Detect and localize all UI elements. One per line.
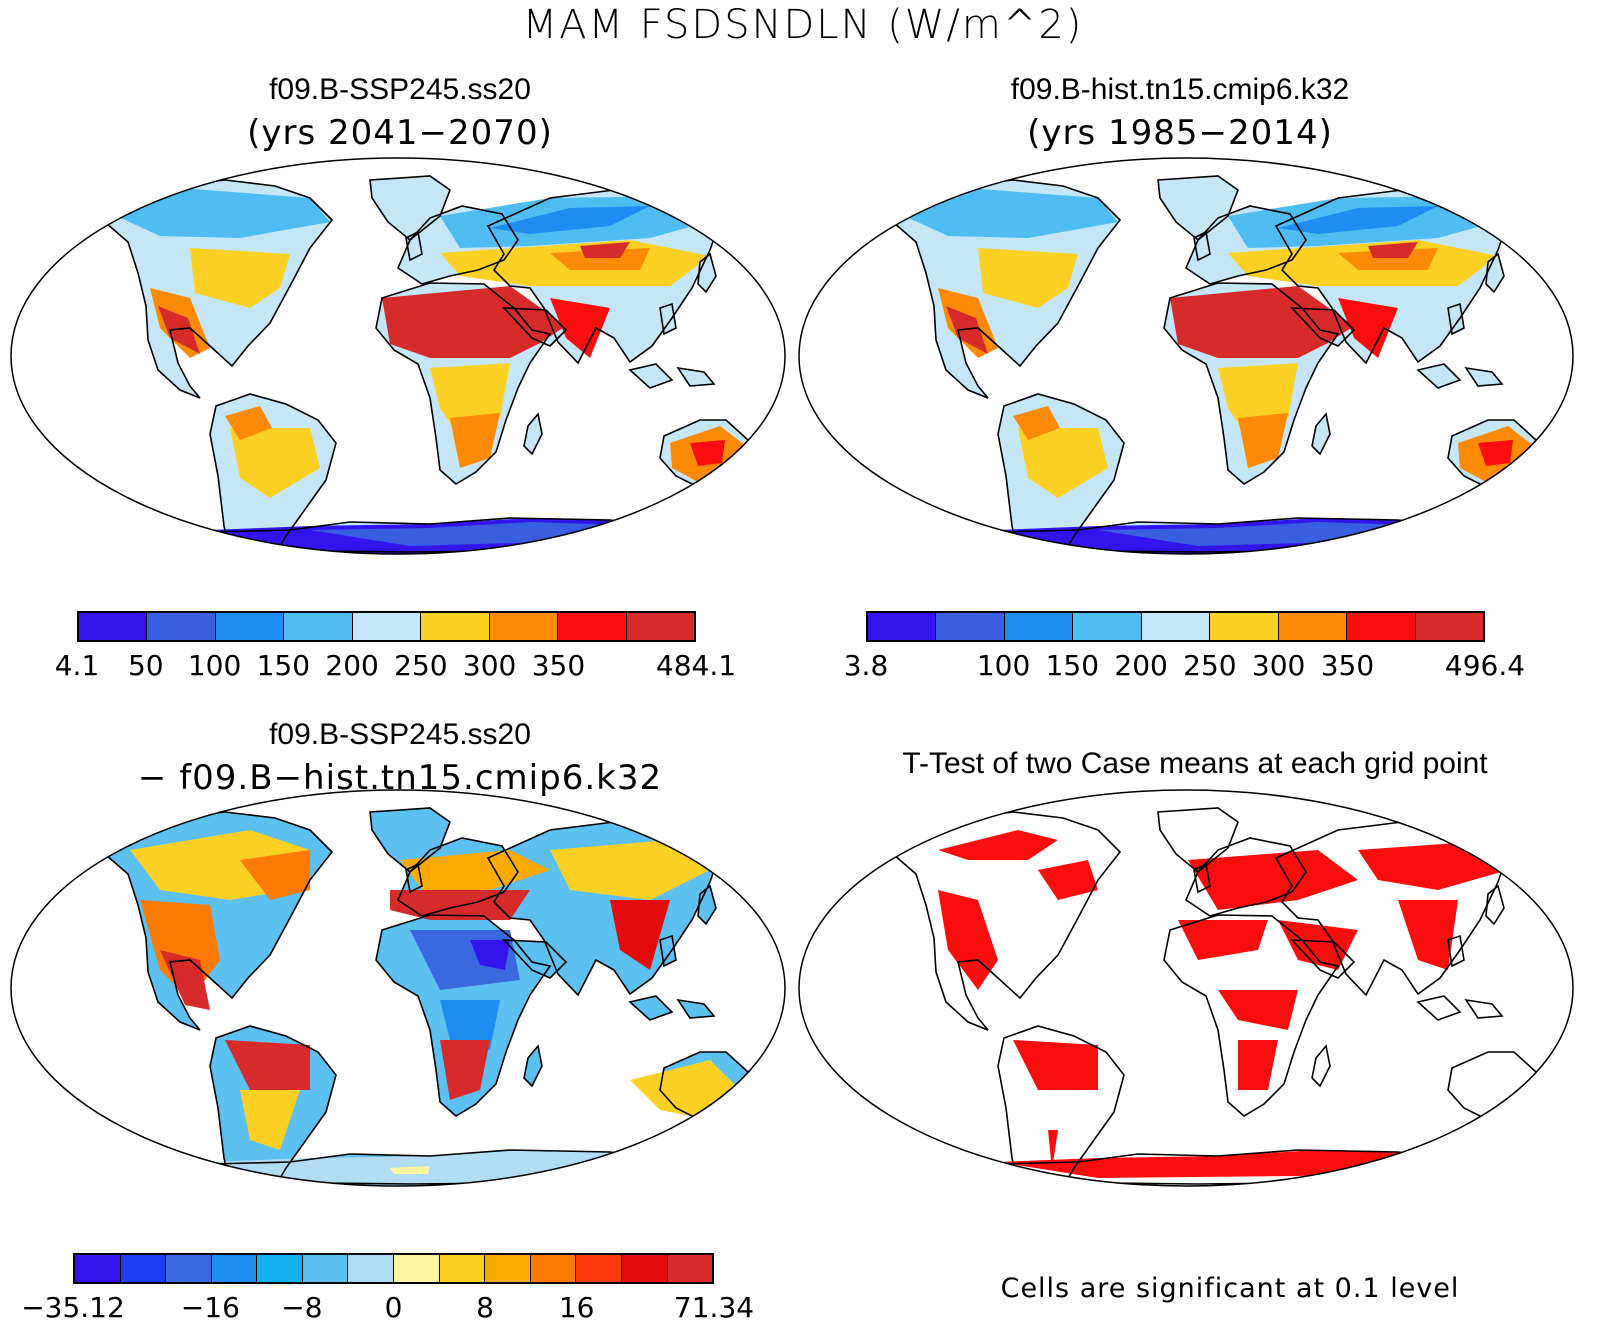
colorbar-bl-tick-label: −8 [281,1291,323,1324]
colorbar-tr-cell [1073,613,1142,640]
map-panel-bl [10,789,786,1187]
colorbar-tr-cell [868,613,937,640]
colorbar-tr-cell [1141,613,1211,640]
panel-br-title: T-Test of two Case means at each grid po… [902,747,1488,780]
colorbar-tr-tick-label: 250 [1183,649,1237,682]
colorbar-bl-cell [439,1255,486,1282]
colorbar-tl-tick-label: 484.1 [655,649,737,682]
colorbar-tr-tick-label: 350 [1320,649,1375,682]
panel-tr-subtitle: (yrs 1985−2014) [1027,113,1333,153]
map-panel-br [798,789,1574,1187]
map-panel-tl [10,157,786,555]
colorbar-tl-tick-label: 300 [462,649,517,682]
colorbar-tr [866,611,1485,642]
colorbar-bl-cell [621,1255,668,1282]
colorbar-bl-tick-label: −35.12 [21,1291,125,1324]
colorbar-bl-tick-label: −16 [180,1291,240,1324]
significance-footnote: Cells are significant at 0.1 level [1000,1273,1460,1304]
colorbar-tr-ticks: 3.8 100 150 200 250 300 350 496.4 [844,635,1525,682]
colorbar-tl-tick-label: 250 [394,649,448,682]
colorbar-tl-cell [147,613,216,640]
colorbar-bl-cell [530,1255,577,1282]
colorbar-tr-cell [1415,613,1483,640]
colorbar-bl [73,1253,714,1284]
colorbar-bl-cell [667,1255,713,1282]
colorbar-tl [77,611,696,642]
colorbar-tl-cell [352,613,422,640]
panel-tl-subtitle: (yrs 2041−2070) [247,113,553,153]
colorbar-bl-cell [576,1255,622,1282]
map-panel-tr [798,157,1574,555]
colorbar-tl-tick-label: 100 [187,649,242,682]
colorbar-tl-tick-label: 50 [127,649,164,682]
colorbar-tr-cell [1004,613,1074,640]
colorbar-tr-tick-label: 200 [1114,649,1168,682]
colorbar-tr-tick-label: 150 [1045,649,1100,682]
colorbar-tl-tick-label: 4.1 [54,649,100,682]
colorbar-bl-cell [348,1255,395,1282]
colorbar-tl-cell [489,613,559,640]
colorbar-bl-cell [302,1255,349,1282]
colorbar-bl-tick-label: 8 [476,1291,494,1324]
colorbar-tl-cell [215,613,285,640]
colorbar-tl-cell [421,613,490,640]
colorbar-tr-cell [1278,613,1348,640]
colorbar-tr-tick-label: 496.4 [1444,649,1526,682]
colorbar-tl-tick-label: 350 [531,649,586,682]
colorbar-tr-tick-label: 100 [976,649,1031,682]
colorbar-bl-cell [120,1255,167,1282]
panel-bl-title: f09.B-SSP245.ss20 [269,718,531,751]
colorbar-bl-cell [485,1255,531,1282]
colorbar-tl-cell [79,613,148,640]
colorbar-bl-tick-label: 0 [384,1291,403,1324]
colorbar-tl-tick-label: 150 [256,649,311,682]
colorbar-tr-tick-label: 3.8 [843,649,889,682]
colorbar-tl-tick-label: 200 [325,649,379,682]
panel-tr-title: f09.B-hist.tn15.cmip6.k32 [1010,73,1350,106]
colorbar-tl-ticks: 4.1 50 100 150 200 250 300 350 484.1 [55,635,736,682]
colorbar-bl-cell [166,1255,212,1282]
colorbar-tl-cell [558,613,627,640]
colorbar-tr-cell [936,613,1005,640]
colorbar-tr-cell [1347,613,1416,640]
colorbar-bl-ticks: −35.12 −16 −8 0 8 16 71.34 [21,1277,754,1324]
panel-tl-title: f09.B-SSP245.ss20 [269,73,531,106]
colorbar-tl-cell [626,613,694,640]
colorbar-tr-cell [1210,613,1279,640]
colorbar-bl-tick-label: 16 [558,1291,595,1324]
panel-bl-subtitle: − f09.B−hist.tn15.cmip6.k32 [137,758,663,798]
colorbar-bl-cell [394,1255,440,1282]
colorbar-bl-cell [211,1255,258,1282]
colorbar-bl-tick-label: 71.34 [673,1291,755,1324]
colorbar-bl-cell [75,1255,121,1282]
figure-title: MAM FSDSNDLN (W/m^2) [522,2,1084,48]
colorbar-tr-tick-label: 300 [1251,649,1306,682]
colorbar-tl-cell [284,613,353,640]
colorbar-bl-cell [257,1255,303,1282]
